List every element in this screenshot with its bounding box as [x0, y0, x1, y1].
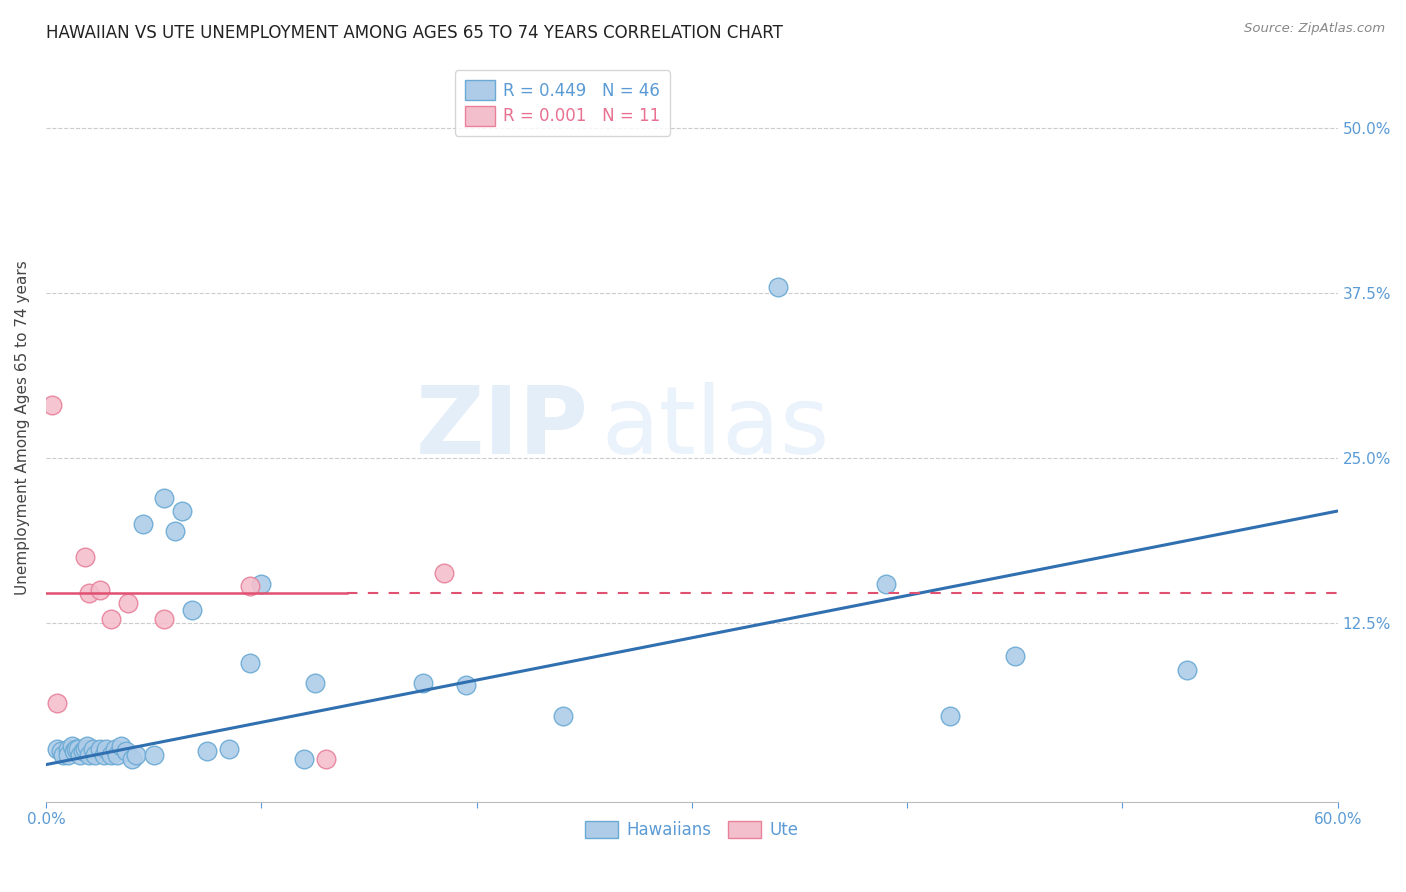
Point — [766, 279, 789, 293]
Point — [218, 741, 240, 756]
Point — [454, 678, 477, 692]
Point — [72, 744, 94, 758]
Point — [65, 741, 87, 756]
Point — [292, 752, 315, 766]
Point — [56, 748, 79, 763]
Point — [69, 748, 91, 763]
Point — [239, 656, 262, 670]
Point — [551, 708, 574, 723]
Point — [60, 739, 83, 753]
Text: atlas: atlas — [602, 382, 830, 474]
Point — [117, 597, 139, 611]
Point — [1004, 649, 1026, 664]
Point — [52, 748, 75, 763]
Point — [84, 748, 107, 763]
Point — [96, 741, 118, 756]
Text: HAWAIIAN VS UTE UNEMPLOYMENT AMONG AGES 65 TO 74 YEARS CORRELATION CHART: HAWAIIAN VS UTE UNEMPLOYMENT AMONG AGES … — [46, 24, 783, 42]
Point — [56, 741, 79, 756]
Point — [170, 504, 193, 518]
Point — [132, 517, 155, 532]
Point — [110, 739, 132, 753]
Point — [100, 612, 122, 626]
Point — [875, 576, 897, 591]
Point — [67, 741, 90, 756]
Point — [49, 744, 72, 758]
Point — [1175, 663, 1198, 677]
Point — [153, 612, 176, 626]
Point — [125, 748, 148, 763]
Point — [82, 741, 104, 756]
Point — [45, 741, 67, 756]
Point — [73, 741, 96, 756]
Point — [114, 744, 136, 758]
Point — [153, 491, 176, 505]
Point — [63, 744, 86, 758]
Text: Source: ZipAtlas.com: Source: ZipAtlas.com — [1244, 22, 1385, 36]
Point — [41, 398, 63, 412]
Point — [89, 741, 111, 756]
Point — [100, 748, 122, 763]
Point — [304, 675, 326, 690]
Legend: Hawaiians, Ute: Hawaiians, Ute — [578, 814, 806, 846]
Point — [239, 579, 262, 593]
Point — [93, 748, 115, 763]
Point — [433, 566, 456, 580]
Point — [939, 708, 962, 723]
Point — [89, 583, 111, 598]
Point — [412, 675, 434, 690]
Point — [76, 739, 98, 753]
Point — [165, 524, 187, 538]
Point — [181, 603, 204, 617]
Point — [315, 752, 337, 766]
Text: ZIP: ZIP — [416, 382, 589, 474]
Point — [142, 748, 165, 763]
Point — [45, 696, 67, 710]
Point — [104, 741, 127, 756]
Point — [121, 752, 143, 766]
Point — [73, 550, 96, 565]
Point — [250, 576, 273, 591]
Point — [105, 748, 128, 763]
Point — [197, 744, 219, 758]
Point — [77, 586, 100, 600]
Point — [77, 748, 100, 763]
Y-axis label: Unemployment Among Ages 65 to 74 years: Unemployment Among Ages 65 to 74 years — [15, 260, 30, 596]
